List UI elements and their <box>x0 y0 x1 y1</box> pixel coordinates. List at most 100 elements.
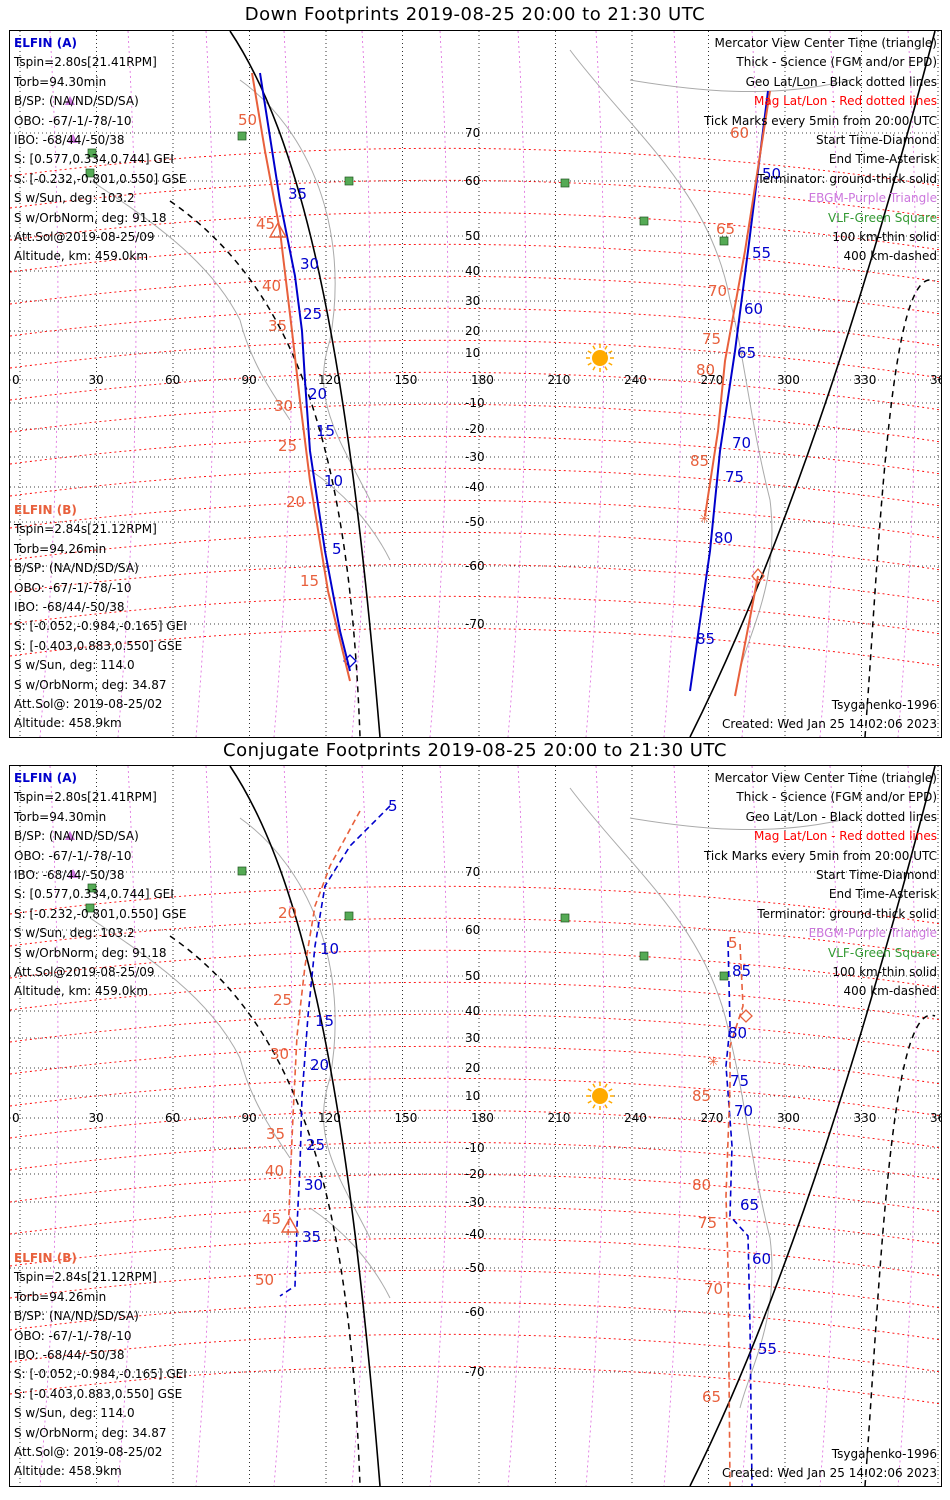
coastline <box>239 817 371 1239</box>
elfin-a-time-label: 30 <box>304 1176 323 1194</box>
elfin-a-time-label: 15 <box>316 422 335 440</box>
elfin-a-title: ELFIN (A) <box>14 771 77 785</box>
lat-tick-label: -70 <box>465 1365 485 1379</box>
info-line: Altitude: 458.9km <box>14 1464 122 1479</box>
elfin-a-track <box>279 805 391 1297</box>
elfin-a-time-label: 65 <box>740 1196 759 1214</box>
lat-tick-label: -30 <box>465 450 485 464</box>
lon-tick-label: 330 <box>854 373 877 387</box>
elfin-b-time-label: 70 <box>708 282 727 300</box>
mag-lon-line <box>195 766 215 1486</box>
elfin-b-time-label: 15 <box>300 572 319 590</box>
elfin-b-time-label: 50 <box>255 1271 274 1289</box>
elfin-b-time-label: 30 <box>274 397 293 415</box>
info-line: S w/Sun, deg: 103.2 <box>14 191 135 206</box>
info-line: S w/Sun, deg: 103.2 <box>14 926 135 941</box>
mag-lat-line <box>10 499 941 539</box>
mag-lat-line <box>10 243 941 283</box>
lat-tick-label: 40 <box>465 1004 480 1018</box>
terminator-400km-line <box>169 935 361 1486</box>
info-line: S: [0.577,0.334,0.744] GEI <box>14 887 174 902</box>
info-line: S: [-0.052,-0.984,-0.165] GEI <box>14 1367 187 1382</box>
elfin-b-time-label: 65 <box>716 220 735 238</box>
info-line: Tspin=2.84s[21.12RPM] <box>14 522 157 537</box>
mag-lat-line <box>10 275 941 315</box>
lat-tick-label: 50 <box>465 229 480 243</box>
lat-tick-label: -50 <box>465 1261 485 1275</box>
ebgm-station-icon <box>65 831 75 840</box>
elfin-a-time-label: 50 <box>762 165 781 183</box>
mag-lon-line <box>507 31 527 737</box>
lon-tick-label: 270 <box>701 1111 724 1125</box>
legend-line: Start Time-Diamond <box>815 868 937 883</box>
mag-lat-line <box>10 1013 941 1053</box>
lon-tick-label: 180 <box>471 1111 494 1125</box>
coastline <box>309 1207 391 1299</box>
mag-lon-line <box>741 766 761 1486</box>
vlf-station-icon <box>560 913 570 923</box>
legend-line: Tick Marks every 5min from 20:00 UTC <box>703 113 937 128</box>
elfin-b-time-label: 85 <box>690 452 709 470</box>
elfin-b-time-label: 40 <box>262 277 281 295</box>
lon-tick-label: 360 <box>930 373 941 387</box>
mag-lat-line <box>10 981 941 1021</box>
mag-lon-line <box>429 766 449 1486</box>
elfin-b-time-label: 30 <box>270 1045 289 1063</box>
lat-tick-label: -60 <box>465 1305 485 1319</box>
lon-tick-label: 30 <box>89 373 104 387</box>
lon-tick-label: 60 <box>165 1111 180 1125</box>
info-line: IBO: -68/44/-50/38 <box>14 1348 125 1363</box>
mag-lat-line <box>10 403 941 443</box>
vlf-station-icon <box>237 866 247 876</box>
mag-lon-line <box>897 766 917 1486</box>
legend-line: VLF-Green Square <box>828 945 937 960</box>
mag-lon-line <box>117 31 137 737</box>
mag-lon-line <box>273 766 293 1486</box>
mag-lat-line <box>10 595 941 635</box>
lon-tick-label: 0 <box>12 1111 20 1125</box>
vlf-station-icon <box>560 178 570 188</box>
sun-ray <box>608 1100 613 1104</box>
legend-line: Terminator: ground-thick solid <box>757 906 937 921</box>
info-line: S w/OrbNorm, deg: 34.87 <box>14 1425 167 1440</box>
coastline <box>89 179 291 421</box>
lat-tick-label: -20 <box>465 1167 485 1181</box>
lon-tick-label: 30 <box>89 1111 104 1125</box>
elfin-b-time-label: 50 <box>238 111 257 129</box>
vlf-station-icon <box>237 131 247 141</box>
elfin-b-track <box>725 943 744 1486</box>
info-line: OBO: -67/-1/-78/-10 <box>14 113 132 128</box>
lat-tick-label: 60 <box>465 923 480 937</box>
legend-line: Geo Lat/Lon - Black dotted lines <box>745 809 937 824</box>
info-line: OBO: -67/-1/-78/-10 <box>14 1328 132 1343</box>
elfin-b-time-label: 20 <box>286 493 305 511</box>
elfin-a-time-label: 55 <box>758 1340 777 1358</box>
mag-lat-line <box>10 467 941 507</box>
start-diamond-icon <box>343 654 357 668</box>
coastline <box>569 787 773 1409</box>
elfin-b-time-label: 40 <box>265 1162 284 1180</box>
mag-lon-line <box>585 766 605 1486</box>
mag-lat-line <box>10 563 941 603</box>
elfin-b-time-label: 45 <box>256 215 275 233</box>
coastline <box>629 79 851 93</box>
vlf-station-icon <box>344 176 354 186</box>
lat-tick-label: 70 <box>465 865 480 879</box>
mag-lat-line <box>10 1205 941 1245</box>
sun-ray <box>608 362 613 366</box>
elfin-a-time-label: 65 <box>737 344 756 362</box>
mag-lon-line <box>741 31 761 737</box>
elfin-a-time-label: 60 <box>744 300 763 318</box>
vlf-station-icon <box>87 148 97 158</box>
elfin-a-time-label: 80 <box>728 1024 747 1042</box>
info-line: B/SP: (NA/ND/SD/SA) <box>14 94 139 109</box>
elfin-a-time-label: 30 <box>300 255 319 273</box>
legend-line: Mag Lat/Lon - Red dotted lines <box>753 94 937 109</box>
center-time-triangle-icon <box>280 1216 300 1233</box>
vlf-station-icon <box>85 903 95 913</box>
mag-lat-line <box>10 1365 941 1405</box>
mag-lon-line <box>39 31 59 737</box>
sun-ray <box>587 1100 592 1104</box>
terminator-line <box>689 31 936 737</box>
info-line: IBO: -68/44/-50/38 <box>14 133 125 148</box>
